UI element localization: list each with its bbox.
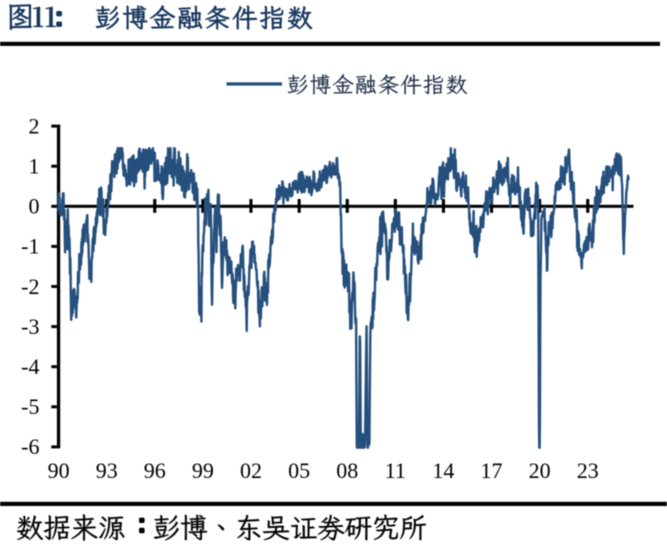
svg-text:17: 17 [481,458,503,483]
svg-text:20: 20 [529,458,551,483]
svg-text:96: 96 [144,458,166,483]
svg-text:05: 05 [288,458,310,483]
svg-text:2: 2 [29,113,40,138]
svg-text:0: 0 [29,194,40,219]
svg-text:-3: -3 [21,314,39,339]
svg-text:11: 11 [385,458,406,483]
svg-text:1: 1 [29,154,40,179]
svg-text:99: 99 [192,458,214,483]
svg-text:-1: -1 [21,234,39,259]
svg-text:90: 90 [48,458,70,483]
svg-text:14: 14 [432,458,454,483]
svg-text:-6: -6 [21,434,39,459]
svg-text:-5: -5 [21,394,39,419]
svg-text:93: 93 [96,458,118,483]
svg-text:08: 08 [336,458,358,483]
svg-text:23: 23 [577,458,599,483]
svg-text:-2: -2 [21,274,39,299]
svg-text:02: 02 [240,458,262,483]
svg-text:-4: -4 [21,354,39,379]
